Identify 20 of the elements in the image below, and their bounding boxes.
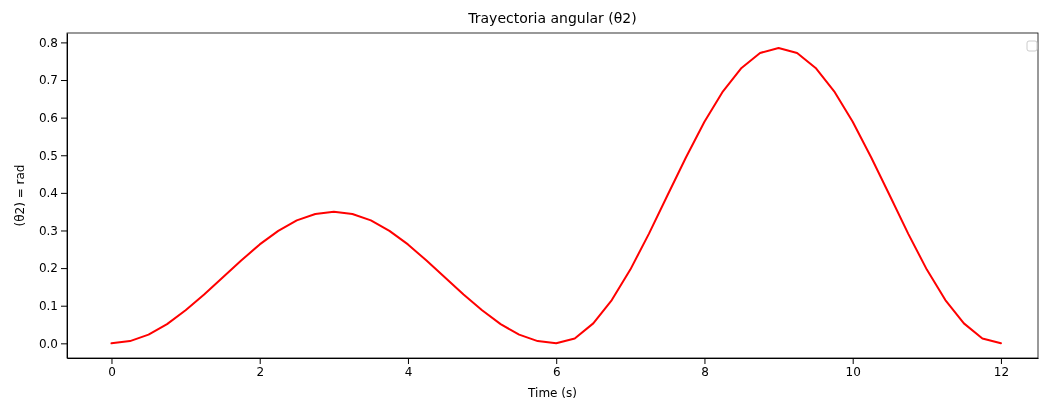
y-tick-label: 0.5: [38, 148, 58, 163]
y-tick-label: 0.4: [38, 186, 58, 201]
x-tick-label: 4: [404, 364, 413, 379]
y-tick-label: 0.1: [38, 299, 58, 314]
y-axis-title: (θ2) = rad: [13, 164, 27, 227]
y-tick-label: 0.7: [38, 73, 58, 88]
y-tick-label: 0.3: [38, 223, 58, 238]
y-tick-label: 0.2: [38, 261, 58, 276]
x-tick-label: 2: [256, 364, 265, 379]
chart-title: Trayectoria angular (θ2): [467, 10, 637, 26]
y-tick-label: 0.6: [38, 110, 58, 125]
x-tick-label: 10: [845, 364, 861, 379]
x-tick-label: 12: [993, 364, 1010, 379]
x-axis-title: Time (s): [527, 386, 577, 400]
x-tick-label: 6: [552, 364, 561, 379]
x-tick-label: 8: [701, 364, 709, 379]
line-series: [110, 47, 1002, 345]
y-tick-label: 0.8: [38, 35, 58, 50]
y-tick-label: 0.0: [38, 336, 58, 351]
x-tick-label: 0: [108, 364, 116, 379]
